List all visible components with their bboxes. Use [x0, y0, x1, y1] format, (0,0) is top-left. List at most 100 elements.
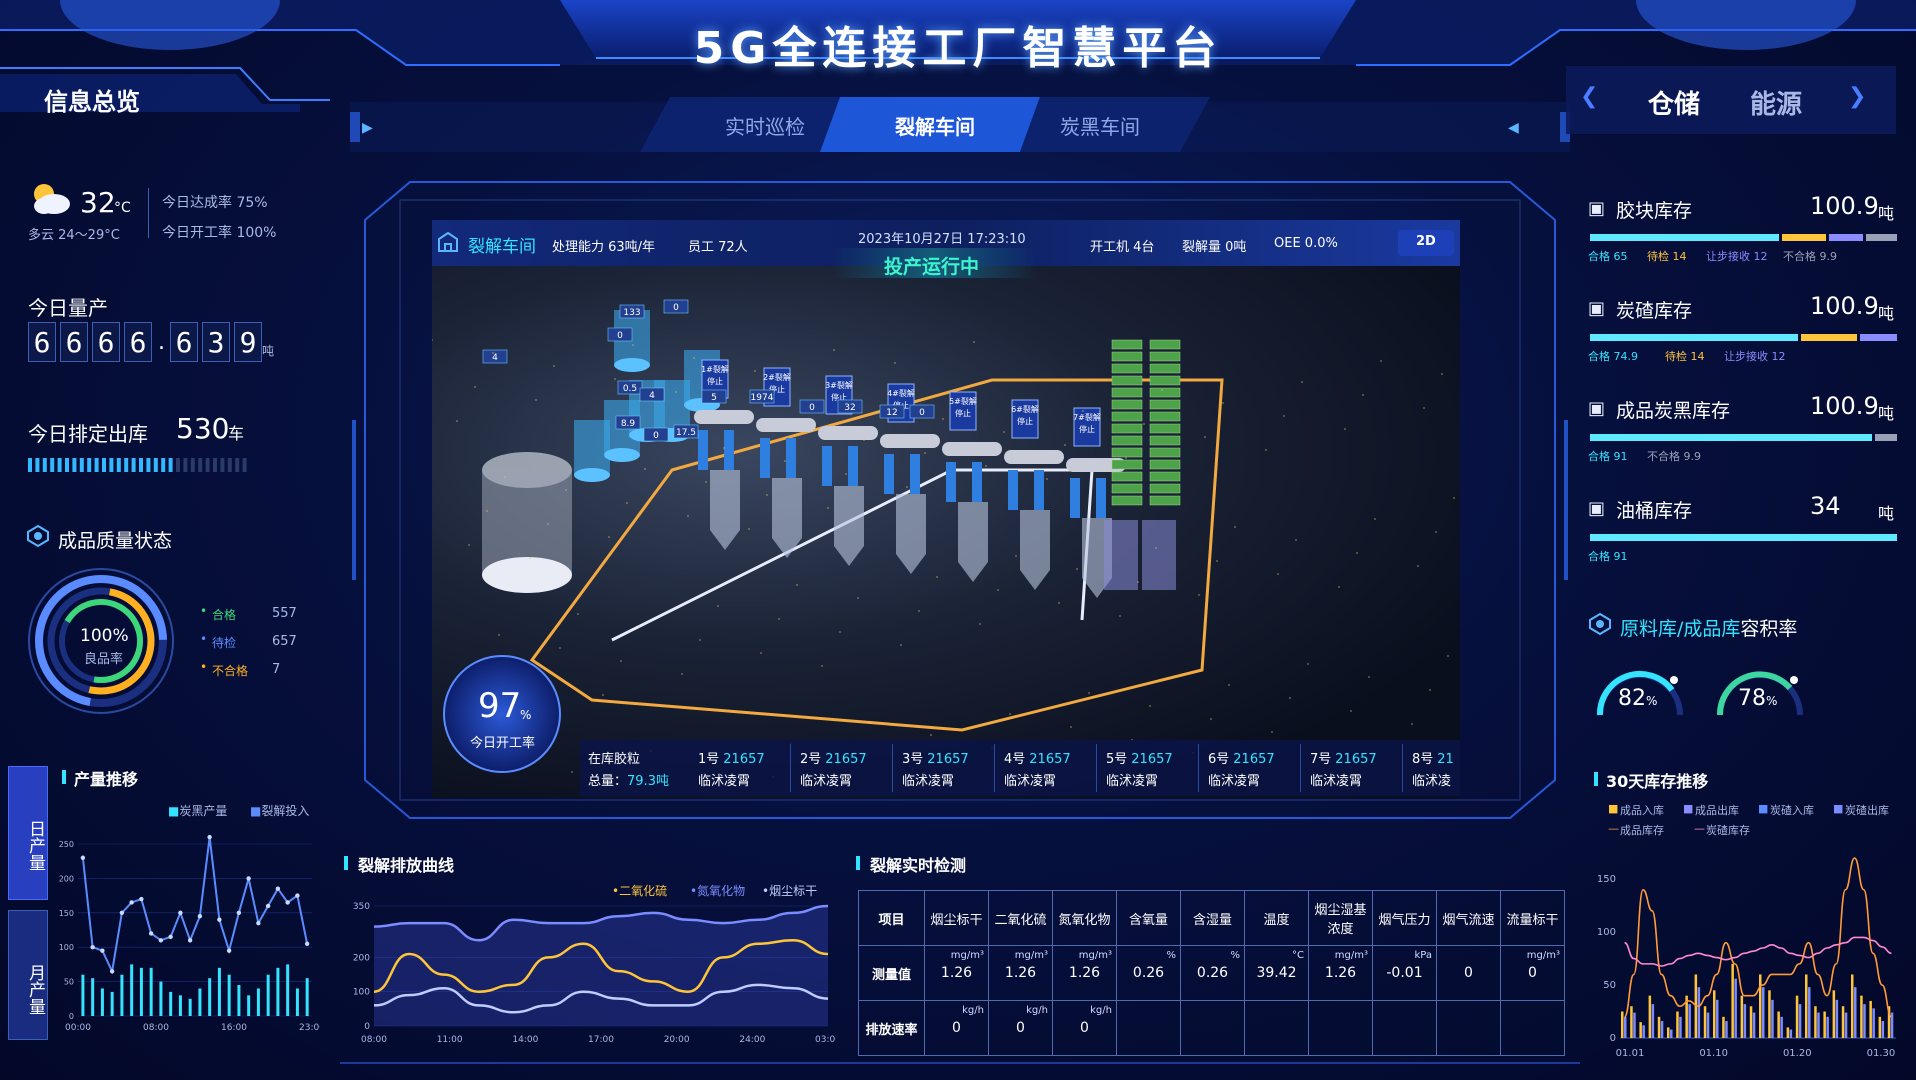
- trend30-title: 30天库存推移: [1606, 772, 1709, 791]
- city-light: [863, 439, 865, 441]
- t30-bar-out: [1660, 1021, 1664, 1038]
- trend-point: [275, 886, 281, 891]
- trend-point: [187, 938, 193, 943]
- inventory-unit: 吨: [1878, 404, 1895, 423]
- reactor-support: [1008, 470, 1018, 510]
- view-toggle-bg[interactable]: [1398, 230, 1454, 256]
- reactor-silo: [1020, 510, 1050, 590]
- tab-month-output-bg[interactable]: [8, 910, 48, 1040]
- reactor-support: [698, 430, 708, 470]
- city-light: [1441, 373, 1443, 375]
- tab-day-output[interactable]: 日产量: [25, 819, 45, 871]
- right-tab-bar: [1566, 66, 1896, 134]
- rack-card: [1149, 351, 1181, 362]
- city-light: [1228, 684, 1230, 686]
- tab-month-output[interactable]: 月产量: [25, 963, 45, 1015]
- city-light: [1076, 568, 1078, 570]
- city-light: [626, 502, 628, 504]
- rack-card: [1149, 447, 1181, 458]
- reactor-state: 停止: [831, 392, 847, 402]
- city-light: [1143, 423, 1145, 425]
- inventory-label: 待检 14: [1665, 350, 1705, 363]
- city-light: [906, 486, 908, 488]
- trend-point: [236, 910, 242, 915]
- inventory-unit: 吨: [1878, 304, 1895, 323]
- emit-line: [373, 983, 829, 1014]
- reactor-silo: [958, 502, 988, 582]
- outbound-progress-segment: [131, 458, 136, 472]
- right-tab-prev-icon[interactable]: ❮: [1580, 84, 1599, 109]
- trend-x-tick: 00:00: [65, 1023, 91, 1033]
- detect-cell: [1308, 1000, 1373, 1056]
- quality-icon: [27, 524, 49, 548]
- capacity-gauge-finished: [1716, 671, 1803, 716]
- t30-bar-out: [1890, 1012, 1894, 1038]
- city-light: [748, 528, 750, 530]
- t30-bar-out: [1642, 1025, 1645, 1038]
- production-digit: 6: [28, 322, 56, 362]
- value-tag-text: 5: [711, 393, 717, 403]
- truck-icon: ▣: [1588, 398, 1606, 419]
- trend30-legend-label: 成品出库: [1695, 804, 1739, 817]
- tab-day-output-bg[interactable]: [8, 766, 48, 900]
- trend-point: [178, 910, 183, 915]
- t30-bar-out: [1743, 1004, 1747, 1038]
- emit-x-tick: 17:00: [588, 1035, 614, 1045]
- detect-cell-unit: mg/m³: [1526, 950, 1560, 961]
- production-unit: 吨: [262, 344, 275, 358]
- quality-legend-dot: •: [200, 604, 208, 618]
- stock-divider: [1300, 744, 1301, 792]
- city-light: [1125, 457, 1127, 459]
- rack-card: [1149, 411, 1181, 422]
- inventory-bar-segment: [1859, 334, 1897, 341]
- city-light: [894, 362, 896, 364]
- city-light: [1198, 594, 1200, 596]
- quality-legend-label: 不合格: [212, 664, 249, 678]
- right-tab-next-icon[interactable]: ❯: [1848, 84, 1867, 109]
- city-light: [492, 352, 494, 354]
- bottom-divider: [340, 1062, 1580, 1064]
- stock-item-value: 21657: [723, 752, 765, 767]
- tab-storage[interactable]: 仓储: [1648, 90, 1701, 120]
- t30-bar-in: [1887, 1006, 1891, 1038]
- factory-3d-scene[interactable]: 1#裂解停止2#裂解停止3#裂解停止4#裂解停止5#裂解停止6#裂解停止7#裂解…: [432, 220, 1460, 798]
- detect-cell: mg/m³ 1.26: [1052, 945, 1117, 1001]
- trend-bar: [188, 998, 192, 1016]
- stock-item-no: 6号 21657: [1208, 748, 1275, 767]
- tab-cracking[interactable]: 裂解车间: [895, 115, 975, 139]
- trend-bar: [110, 991, 114, 1016]
- emit-x-tick: 24:00: [739, 1035, 765, 1045]
- detect-cell: % 0.26: [1116, 945, 1181, 1001]
- inventory-bar-segment: [1865, 234, 1897, 241]
- value-tag: [617, 380, 643, 395]
- view-toggle-2d[interactable]: 2D: [1416, 234, 1436, 249]
- detect-cell: [1500, 1000, 1565, 1056]
- tab-next-icon[interactable]: ◀: [1508, 120, 1519, 136]
- outbound-progress-segment: [205, 458, 210, 472]
- tab-prev-icon[interactable]: ▶: [362, 120, 373, 136]
- trend-bar: [130, 964, 134, 1016]
- stock-divider: [1402, 744, 1403, 792]
- reactor-name: 2#裂解: [763, 372, 791, 382]
- t30-bar-in: [1805, 974, 1808, 1038]
- detect-title-marker: [856, 856, 860, 870]
- trend-bar: [266, 974, 270, 1016]
- weather-desc: 多云 24～29°C: [28, 228, 120, 243]
- outbound-progress-segment: [50, 458, 55, 472]
- emission-curve-chart: 0 100 200 350 08:00 11:00 14:00 17:00 20:00 24:00…: [353, 902, 836, 1045]
- tab-patrol[interactable]: 实时巡检: [725, 115, 805, 139]
- detect-cell-unit: mg/m³: [1078, 950, 1112, 961]
- tab-carbon-black[interactable]: 炭黑车间: [1060, 115, 1140, 139]
- detect-header-cell: 氮氧化物: [1052, 890, 1117, 946]
- city-light: [620, 660, 622, 662]
- production-digit: 6: [170, 322, 198, 362]
- outbound-progress-segment: [161, 458, 166, 472]
- detect-table: 项目 烟尘标干 二氧化硫 氮氧化物 含氧量 含湿量 温度 烟尘湿基浓度 烟气压力 烟气流速 流量标干…: [858, 890, 1565, 1056]
- center-frame: [352, 181, 1568, 819]
- rack-card: [1149, 339, 1181, 350]
- reactor-name: 7#裂解: [1073, 412, 1101, 422]
- emit-x-tick: 14:00: [512, 1035, 538, 1045]
- reactor-support: [822, 446, 832, 486]
- tab-energy[interactable]: 能源: [1750, 90, 1803, 120]
- stock-item-no: 5号 21657: [1106, 748, 1173, 767]
